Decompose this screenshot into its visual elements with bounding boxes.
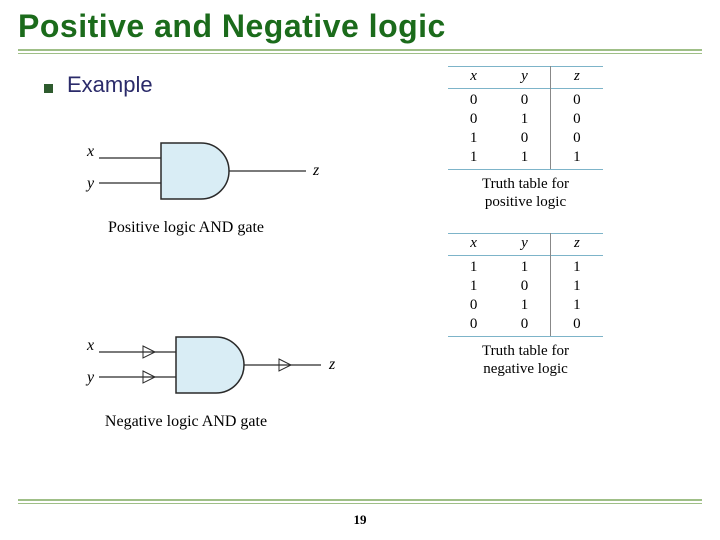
tt-neg-h-x: x [448,234,499,256]
tt-pos-caption: Truth table for positive logic [448,175,603,211]
slide-title: Positive and Negative logic [18,8,702,45]
tt-neg-cell: 1 [499,296,550,315]
tt-pos-cell: 0 [448,110,499,129]
negative-gate-diagram: x y z [81,322,438,407]
bullet-example: Example [44,72,438,98]
truth-table-negative: x y z 1 1 1 1 0 1 0 [448,233,692,378]
content: Example x y z Positiv [18,72,702,431]
tt-pos-cell: 1 [448,129,499,148]
tt-pos-h-x: x [448,67,499,89]
example-label: Example [67,72,153,98]
tt-pos-cell: 0 [550,89,603,111]
tt-neg-cell: 1 [499,256,550,278]
page-number: 19 [0,512,720,528]
tt-neg-cap-l1: Truth table for [482,343,569,359]
tt-pos-cell: 0 [499,89,550,111]
title-rule [18,49,702,51]
negative-gate-caption: Negative logic AND gate [81,413,291,431]
tt-neg-cap-l2: negative logic [483,361,568,377]
tt-neg-h-y: y [499,234,550,256]
tt-neg-cell: 1 [550,277,603,296]
tt-pos-cell: 0 [550,110,603,129]
input-y-label: y [85,175,95,192]
tt-pos-cell: 0 [448,89,499,111]
bullet-icon [44,84,53,93]
tt-pos-h-y: y [499,67,550,89]
tt-neg-cell: 0 [448,296,499,315]
footer-rule [18,499,702,504]
right-column: x y z 0 0 0 0 1 0 1 [448,72,702,431]
tt-neg-h-z: z [550,234,603,256]
tt-neg-caption: Truth table for negative logic [448,342,603,378]
tt-neg-cell: 0 [499,315,550,337]
tt-pos-cell: 1 [448,148,499,170]
neg-output-z-label: z [328,356,336,373]
positive-gate-caption: Positive logic AND gate [81,219,291,237]
slide: Positive and Negative logic Example [0,0,720,540]
tt-neg-cell: 0 [499,277,550,296]
negative-gate-block: x y z Negative logic AND gate [81,322,438,431]
tt-pos-cap-l2: positive logic [485,194,566,210]
positive-gate-block: x y z Positive logic AND gate [81,128,438,237]
neg-input-x-label: x [86,337,94,354]
tt-neg-cell: 0 [448,315,499,337]
tt-neg-cell: 1 [550,256,603,278]
neg-input-y-label: y [85,369,95,386]
tt-pos-cell: 0 [550,129,603,148]
tt-pos-cell: 0 [499,129,550,148]
truth-table-positive: x y z 0 0 0 0 1 0 1 [448,66,692,211]
input-x-label: x [86,143,94,160]
output-z-label: z [312,162,320,179]
tt-neg-cell: 1 [448,256,499,278]
tt-pos-cell: 1 [550,148,603,170]
left-column: Example x y z Positiv [18,72,438,431]
tt-pos-h-z: z [550,67,603,89]
positive-gate-diagram: x y z [81,128,438,213]
title-rule-thin [18,53,702,54]
tt-pos-cap-l1: Truth table for [482,176,569,192]
tt-neg-cell: 1 [550,296,603,315]
tt-pos-cell: 1 [499,148,550,170]
tt-pos-cell: 1 [499,110,550,129]
footer-rule-thin [18,503,702,504]
tt-neg-cell: 0 [550,315,603,337]
tt-neg-cell: 1 [448,277,499,296]
